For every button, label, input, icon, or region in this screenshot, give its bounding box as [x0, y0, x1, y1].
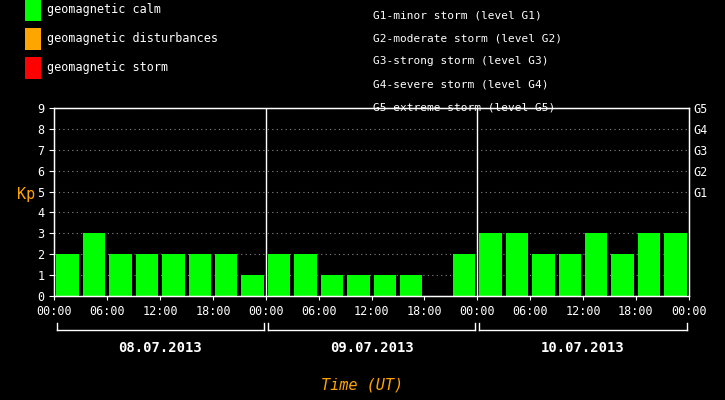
Text: 08.07.2013: 08.07.2013	[118, 341, 202, 355]
Bar	[109, 254, 132, 296]
Bar	[136, 254, 158, 296]
Text: 09.07.2013: 09.07.2013	[330, 341, 413, 355]
Bar	[506, 233, 529, 296]
Bar	[479, 233, 502, 296]
Bar	[664, 233, 687, 296]
Text: G1-minor storm (level G1): G1-minor storm (level G1)	[373, 10, 542, 20]
Bar	[320, 275, 343, 296]
Bar	[83, 233, 105, 296]
Bar	[638, 233, 660, 296]
Text: G4-severe storm (level G4): G4-severe storm (level G4)	[373, 80, 549, 90]
Bar	[453, 254, 476, 296]
Text: G5-extreme storm (level G5): G5-extreme storm (level G5)	[373, 103, 555, 113]
Bar	[162, 254, 185, 296]
Bar	[268, 254, 290, 296]
Text: G2-moderate storm (level G2): G2-moderate storm (level G2)	[373, 33, 563, 43]
Bar	[57, 254, 79, 296]
Bar	[611, 254, 634, 296]
Bar	[532, 254, 555, 296]
Bar	[373, 275, 396, 296]
Bar	[294, 254, 317, 296]
Text: G3-strong storm (level G3): G3-strong storm (level G3)	[373, 56, 549, 66]
Y-axis label: Kp: Kp	[17, 187, 36, 202]
Text: 10.07.2013: 10.07.2013	[541, 341, 625, 355]
Bar	[188, 254, 211, 296]
Bar	[585, 233, 608, 296]
Bar	[558, 254, 581, 296]
Bar	[347, 275, 370, 296]
Text: Time (UT): Time (UT)	[321, 377, 404, 392]
Text: geomagnetic storm: geomagnetic storm	[47, 61, 168, 74]
Text: geomagnetic disturbances: geomagnetic disturbances	[47, 32, 218, 45]
Bar	[215, 254, 237, 296]
Bar	[400, 275, 423, 296]
Bar	[241, 275, 264, 296]
Text: geomagnetic calm: geomagnetic calm	[47, 4, 161, 16]
